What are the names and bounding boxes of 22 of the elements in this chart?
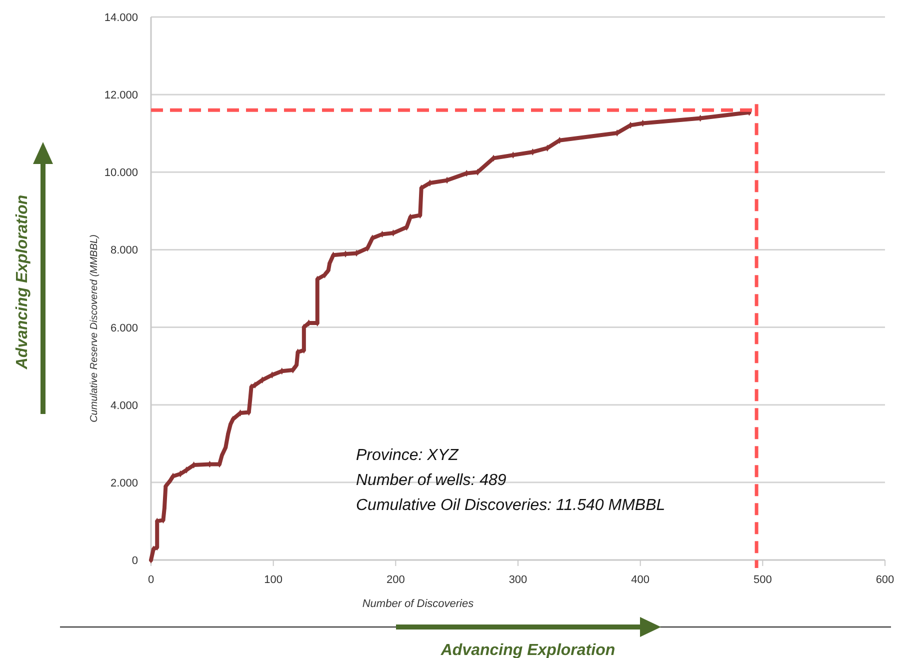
y-tick-label: 2.000	[110, 477, 138, 490]
annotation: Province: XYZ	[356, 447, 460, 464]
y-tick-label: 14.000	[104, 12, 138, 24]
text: Advancing Exploration	[440, 642, 616, 658]
y-tick-label: 6.000	[110, 322, 138, 334]
annotation: Number of wells: 489	[356, 472, 506, 489]
x-tick-label: 0	[148, 574, 154, 586]
y-axis-title: Cumulative Reserve Discovered (MMBBL)	[89, 234, 100, 422]
y-tick-label: 4.000	[110, 400, 138, 412]
x-axis-title: Number of Discoveries	[362, 598, 474, 610]
y-tick-label: 0	[132, 555, 138, 567]
x-tick-label: 100	[264, 574, 283, 586]
y-tick-label: 10.000	[104, 167, 138, 180]
x-tick-label: 400	[631, 574, 650, 586]
x-tick-label: 200	[386, 574, 405, 586]
y-tick-label: 8.000	[110, 244, 138, 257]
x-tick-label: 500	[753, 574, 772, 586]
y-tick-label: 12.000	[104, 90, 138, 102]
annotation: Cumulative Oil Discoveries: 11.540 MMBBL	[356, 497, 666, 514]
x-tick-label: 600	[876, 574, 894, 586]
x-tick-label: 300	[508, 574, 528, 586]
text: Advancing Exploration	[14, 194, 31, 370]
